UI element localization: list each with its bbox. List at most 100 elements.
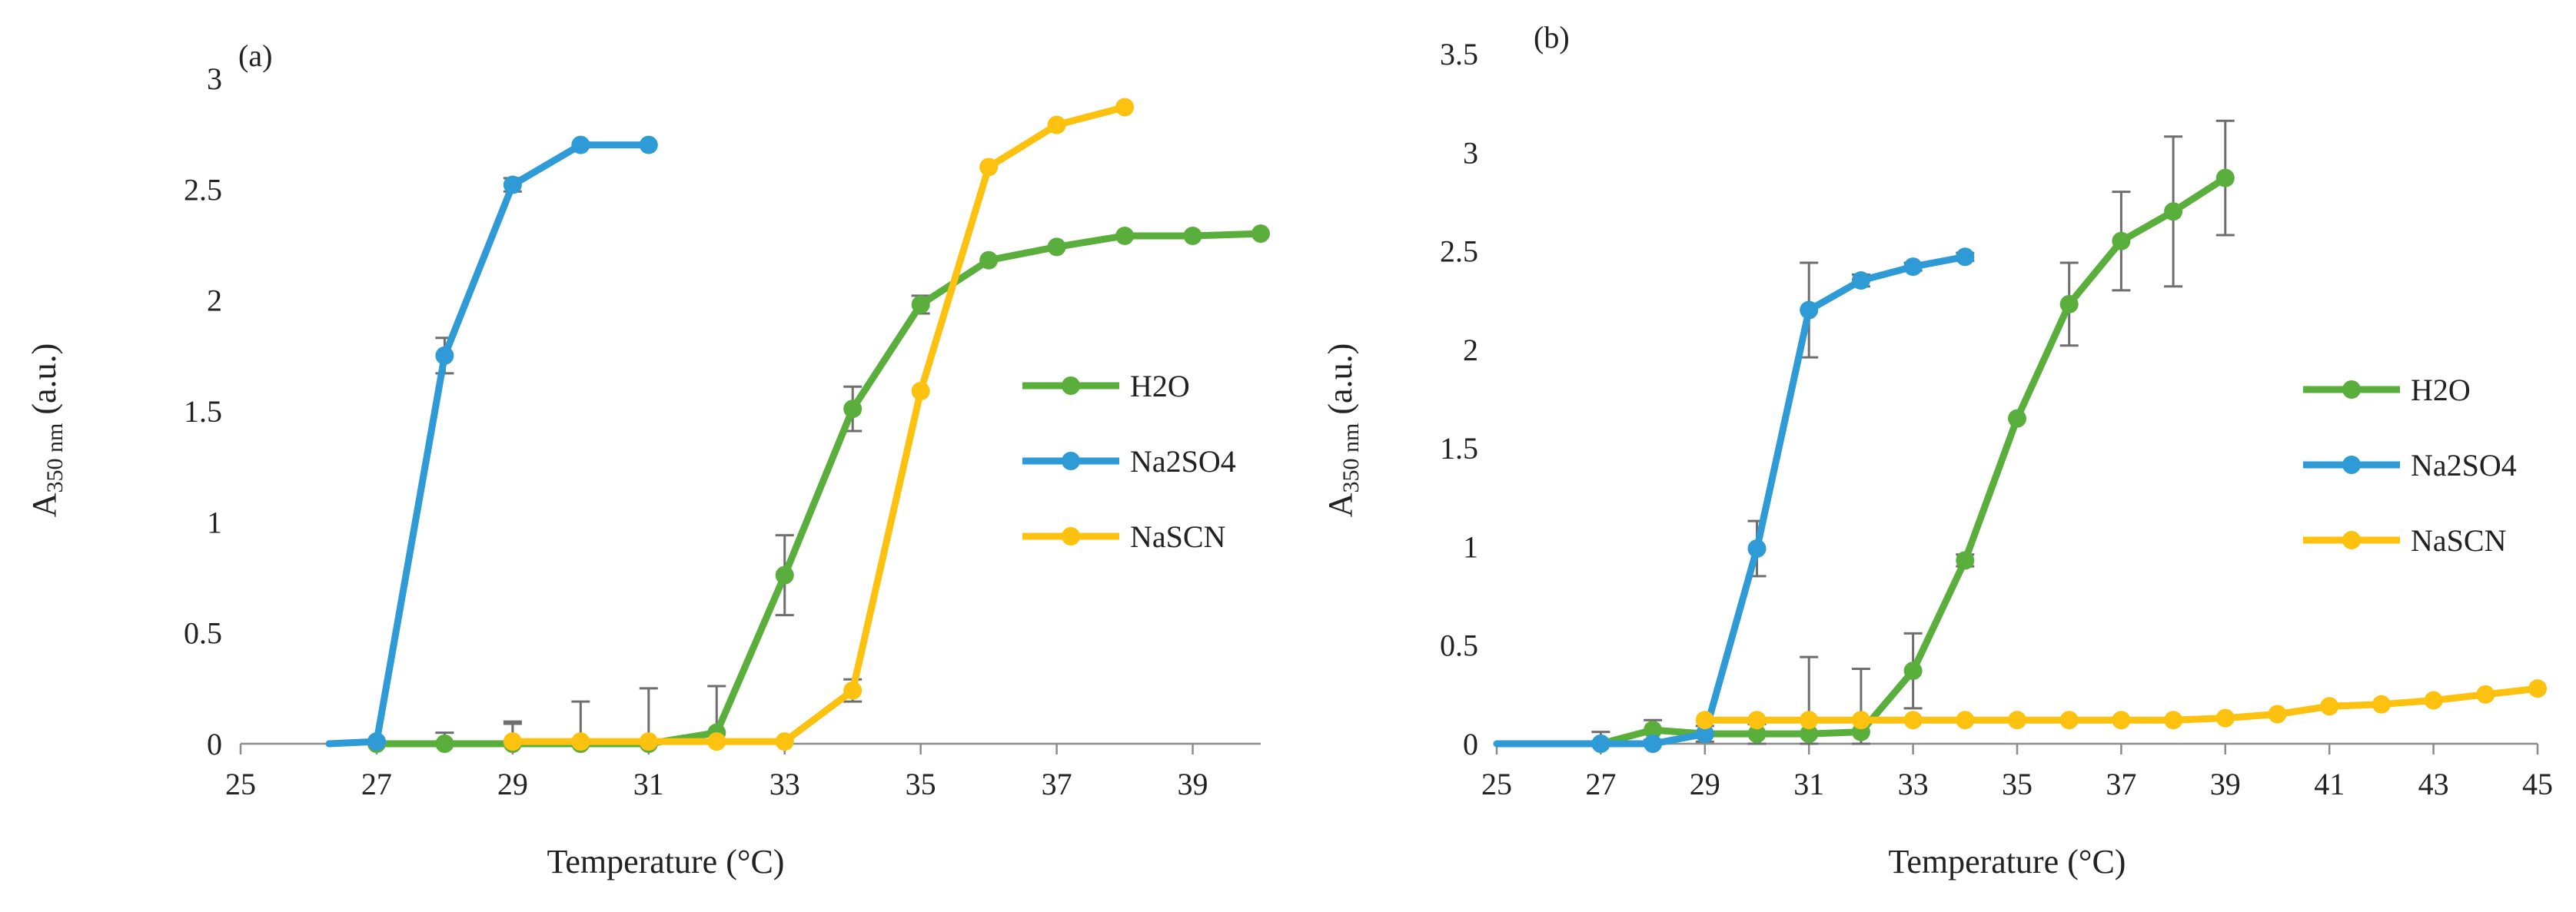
chart-b-data-point-na2so4	[1903, 257, 1923, 277]
chart-a-y-axis-title-main: A	[25, 492, 63, 517]
chart-a-data-point-h2o	[843, 400, 863, 419]
chart-b-data-point-nascn	[2528, 679, 2547, 698]
chart-a-data-point-nascn	[707, 732, 726, 751]
chart-a-data-point-na2so4	[571, 135, 590, 154]
chart-b-y-tick-label: 1	[1463, 529, 1478, 564]
chart-a-data-point-nascn	[775, 732, 794, 751]
chart-a: 0 0.5 1 1.5 2 2.5 3 25 27 29 31 33 35 37 39 (a) Tempe…	[25, 38, 1270, 880]
chart-a-errorbars	[435, 177, 930, 745]
chart-a-data-point-na2so4	[435, 346, 454, 365]
chart-a-y-axis-title: A350 nm (a.u.)	[25, 343, 68, 517]
chart-a-yticks: 0 0.5 1 1.5 2 2.5 3	[184, 61, 222, 761]
chart-b-legend-label-na2so4: Na2SO4	[2411, 448, 2517, 483]
chart-b-data-point-nascn	[2372, 695, 2391, 714]
chart-b-x-tick-label: 35	[2002, 767, 2033, 801]
chart-b-data-point-nascn	[2008, 711, 2026, 730]
chart-a-y-tick-label: 2.5	[184, 172, 222, 207]
chart-b-data-point-na2so4	[1747, 539, 1767, 558]
chart-b-data-point-nascn	[2164, 711, 2183, 730]
chart-b-x-tick-label: 37	[2106, 767, 2136, 801]
chart-a-x-tick-label: 25	[225, 767, 256, 801]
chart-a-y-tick-label: 3	[207, 61, 222, 96]
chart-b-data-point-nascn	[2476, 685, 2495, 704]
chart-b-data-point-nascn	[1800, 711, 1819, 730]
chart-a-y-tick-label: 1.5	[184, 394, 222, 429]
chart-b-x-tick-label: 33	[1898, 767, 1929, 801]
chart-b-data-point-h2o	[1956, 551, 1975, 570]
chart-a-data-point-h2o	[1115, 226, 1135, 245]
chart-b-series-line-na2so4	[1493, 253, 1969, 748]
chart-b-data-point-h2o	[1800, 725, 1819, 744]
chart-b-data-point-nascn	[2320, 697, 2339, 716]
chart-b-data-point-h2o	[1644, 721, 1663, 740]
chart-b-data-point-na2so4	[1956, 247, 1975, 267]
chart-b-data-point-h2o	[1747, 725, 1767, 744]
chart-b-y-tick-label: 3	[1463, 135, 1478, 170]
chart-a-legend: H2O Na2SO4 NaSCN	[1022, 369, 1236, 554]
chart-a-series-line-h2o	[373, 230, 1265, 748]
chart-b-data-point-nascn	[1903, 711, 1923, 730]
chart-a-data-point-nascn	[639, 732, 658, 751]
chart-a-data-point-na2so4	[503, 175, 522, 194]
chart-b-data-point-na2so4	[1851, 271, 1870, 290]
chart-a-y-tick-label: 2	[207, 284, 222, 318]
chart-a-x-axis-title: Temperature (°C)	[547, 843, 785, 880]
chart-b-y-axis-title-main: A	[1321, 492, 1359, 517]
chart-a-series-line-nascn	[509, 104, 1128, 745]
chart-a-panel-label: (a)	[238, 38, 272, 73]
chart-a-data-point-nascn	[843, 681, 863, 700]
chart-b-data-point-h2o	[2059, 294, 2079, 313]
chart-a-legend-marker-na2so4	[1062, 452, 1080, 470]
chart-a-data-point-na2so4	[639, 135, 658, 154]
chart-a-legend-label-nascn: NaSCN	[1130, 519, 1225, 554]
chart-a-y-tick-label: 0.5	[184, 616, 222, 651]
chart-b-data-point-nascn	[2268, 705, 2287, 724]
chart-b-data-point-h2o	[2008, 409, 2026, 428]
chart-b-data-point-na2so4	[1644, 735, 1663, 753]
chart-a-legend-marker-h2o	[1062, 376, 1080, 395]
chart-b-data-point-nascn	[1956, 711, 1975, 730]
chart-b-xticks: 25 27 29 31 33 35 37 39 41 43 45	[1481, 744, 2553, 801]
chart-b-data-point-nascn	[1851, 711, 1870, 730]
chart-a-data-point-nascn	[503, 732, 522, 751]
chart-b-legend-marker-na2so4	[2342, 456, 2361, 474]
chart-a-x-tick-label: 29	[497, 767, 528, 801]
chart-b-legend-label-nascn: NaSCN	[2411, 523, 2506, 558]
chart-b-legend-label-h2o: H2O	[2411, 373, 2471, 407]
chart-b-y-tick-label: 1.5	[1440, 431, 1478, 466]
chart-a-data-point-h2o	[1251, 224, 1270, 244]
chart-a-data-point-h2o	[775, 565, 794, 585]
chart-a-data-point-h2o	[1047, 237, 1066, 257]
chart-b-panel-label: (b)	[1534, 20, 1570, 55]
chart-a-data-point-nascn	[1115, 98, 1135, 117]
chart-b-errorbars	[1591, 119, 2235, 745]
chart-a-x-tick-label: 37	[1042, 767, 1072, 801]
chart-b-y-axis-title-sub: 350 nm	[1338, 423, 1364, 493]
chart-b-data-point-h2o	[2215, 168, 2235, 187]
chart-a-data-point-h2o	[1183, 226, 1202, 245]
chart-b-data-point-na2so4	[1800, 300, 1819, 320]
chart-a-data-point-nascn	[979, 158, 999, 177]
chart-a-y-tick-label: 0	[207, 727, 222, 761]
chart-b-y-tick-label: 3.5	[1440, 37, 1478, 71]
chart-a-data-point-h2o	[435, 735, 454, 753]
chart-a-data-point-h2o	[979, 250, 999, 270]
chart-a-xticks: 25 27 29 31 33 35 37 39	[225, 744, 1208, 801]
chart-a-y-axis-title-sub: 350 nm	[42, 423, 68, 493]
chart-b-data-point-h2o	[1903, 662, 1923, 681]
chart-b-data-point-h2o	[2164, 202, 2183, 221]
chart-b-x-tick-label: 41	[2314, 767, 2345, 801]
chart-b-data-point-nascn	[2112, 711, 2131, 730]
chart-b-data-point-na2so4	[1695, 725, 1714, 744]
chart-b-data-point-nascn	[2424, 691, 2443, 710]
chart-b-x-tick-label: 27	[1585, 767, 1616, 801]
chart-a-x-tick-label: 35	[906, 767, 936, 801]
chart-b-x-tick-label: 45	[2522, 767, 2553, 801]
chart-b-x-tick-label: 31	[1793, 767, 1824, 801]
chart-a-series-line-na2so4	[325, 141, 653, 748]
chart-a-x-tick-label: 39	[1178, 767, 1208, 801]
chart-b-x-tick-label: 29	[1690, 767, 1720, 801]
chart-b-legend-marker-nascn	[2342, 531, 2361, 549]
chart-a-data-point-h2o	[911, 295, 930, 314]
chart-b-data-point-na2so4	[1591, 735, 1610, 753]
